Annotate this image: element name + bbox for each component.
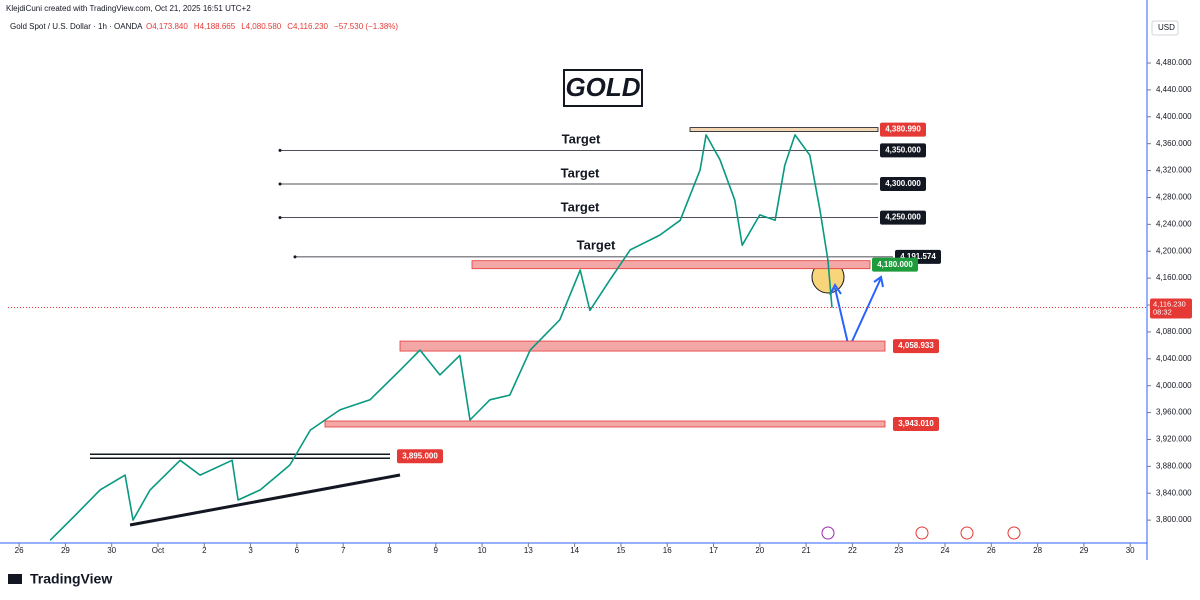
y-tick-label: 3,880.000: [1156, 461, 1192, 470]
target-label: Target: [561, 199, 600, 214]
y-tick-label: 4,160.000: [1156, 273, 1192, 282]
x-tick-label: 26: [15, 546, 24, 555]
y-tick-label: 4,400.000: [1156, 112, 1192, 121]
y-tick-label: 4,320.000: [1156, 166, 1192, 175]
level-label: 3,943.010: [898, 419, 934, 428]
currency-box: [1151, 20, 1179, 36]
x-tick-label: 7: [341, 546, 346, 555]
x-tick-label: 15: [616, 546, 625, 555]
y-tick-label: 3,800.000: [1156, 515, 1192, 524]
target-label: Target: [562, 131, 601, 146]
level-anchor: [278, 216, 282, 220]
level-label-box: [893, 339, 939, 354]
plot: 3,800.000 3,840.000 3,880.000 3,920.000 3,96…: [8, 58, 1192, 555]
level-label-box: [880, 210, 926, 225]
ohlc-value: −57.530 (−1.38%): [334, 22, 398, 31]
level-label: 4,250.000: [885, 213, 921, 222]
currency: USD: [1158, 23, 1175, 32]
level-zone: [324, 420, 886, 428]
level-label-box: [880, 177, 926, 192]
level-label: 4,300.000: [885, 179, 921, 188]
ohlc-value: O4,173.840: [146, 22, 188, 31]
level-label: 3,895.000: [402, 451, 438, 460]
x-tick-label: 16: [663, 546, 672, 555]
x-tick-label: 21: [802, 546, 811, 555]
x-tick-label: 24: [941, 546, 950, 555]
x-tick-label: 14: [570, 546, 579, 555]
level-label: 4,180.000: [877, 260, 913, 269]
x-tick-label: 13: [524, 546, 533, 555]
level-label: 4,191.574: [900, 252, 936, 261]
x-tick-label: 30: [1126, 546, 1135, 555]
brand: TradingView: [30, 571, 112, 587]
x-tick-label: 10: [478, 546, 487, 555]
ohlc-value: C4,116.230: [287, 22, 328, 31]
level-zone: [471, 260, 871, 270]
x-tick-label: 6: [295, 546, 300, 555]
title-box: [563, 69, 643, 107]
ohlc: O4,173.840 H4,188.665 L4,080.580 C4,116.230…: [146, 22, 398, 31]
y-tick-label: 4,440.000: [1156, 85, 1192, 94]
y-tick-label: 4,280.000: [1156, 193, 1192, 202]
brand-logo: [8, 574, 22, 584]
level-anchor: [278, 182, 282, 186]
ohlc-value: H4,188.665: [194, 22, 236, 31]
level-zone: [689, 127, 879, 132]
x-tick-label: 23: [894, 546, 903, 555]
level-zone: [399, 340, 886, 352]
x-tick-label: Oct: [152, 546, 165, 555]
attribution: KlejdiCuni created with TradingView.com,…: [6, 4, 251, 13]
level-label-box: [872, 257, 918, 272]
y-tick-label: 4,360.000: [1156, 139, 1192, 148]
level-label-box: [880, 122, 926, 137]
y-tick-label: 3,920.000: [1156, 435, 1192, 444]
chart-title: GOLD: [565, 72, 640, 102]
level-label: 4,380.990: [885, 125, 921, 134]
x-tick-label: 29: [1079, 546, 1088, 555]
event-icons: [821, 526, 1021, 540]
y-tick-label: 4,240.000: [1156, 219, 1192, 228]
price-line: [49, 134, 833, 541]
level-anchor: [278, 148, 282, 152]
y-tick-label: 3,960.000: [1156, 408, 1192, 417]
x-tick-label: 8: [387, 546, 392, 555]
level-label-box: [893, 416, 939, 431]
x-tick-label: 26: [987, 546, 996, 555]
x-tick-label: 3: [248, 546, 253, 555]
target-label: Target: [561, 165, 600, 180]
ohlc-value: L4,080.580: [241, 22, 282, 31]
last-price-label: 4,116.230: [1153, 300, 1186, 309]
y-tick-label: 4,080.000: [1156, 327, 1192, 336]
x-tick-label: 20: [755, 546, 764, 555]
x-tick-label: 29: [61, 546, 70, 555]
level-label: 4,350.000: [885, 146, 921, 155]
target-label: Target: [577, 237, 616, 252]
y-tick-label: 4,000.000: [1156, 381, 1192, 390]
x-tick-label: 2: [202, 546, 207, 555]
trendline: [129, 473, 401, 527]
level-label-box: [880, 143, 926, 158]
y-tick-label: 4,200.000: [1156, 246, 1192, 255]
countdown: 08:32: [1153, 308, 1172, 317]
x-tick-label: 9: [434, 546, 439, 555]
y-tick-label: 4,040.000: [1156, 354, 1192, 363]
x-tick-label: 17: [709, 546, 718, 555]
x-tick-label: 22: [848, 546, 857, 555]
level-label: 4,058.933: [898, 341, 934, 350]
symbol: Gold Spot / U.S. Dollar · 1h · OANDA: [10, 22, 143, 31]
x-tick-label: 28: [1033, 546, 1042, 555]
level-anchor: [293, 255, 297, 259]
y-tick-label: 4,480.000: [1156, 58, 1192, 67]
x-tick-label: 30: [107, 546, 116, 555]
last-price-box: [1150, 298, 1192, 319]
level-label-box: [397, 449, 443, 464]
y-tick-label: 3,840.000: [1156, 488, 1192, 497]
